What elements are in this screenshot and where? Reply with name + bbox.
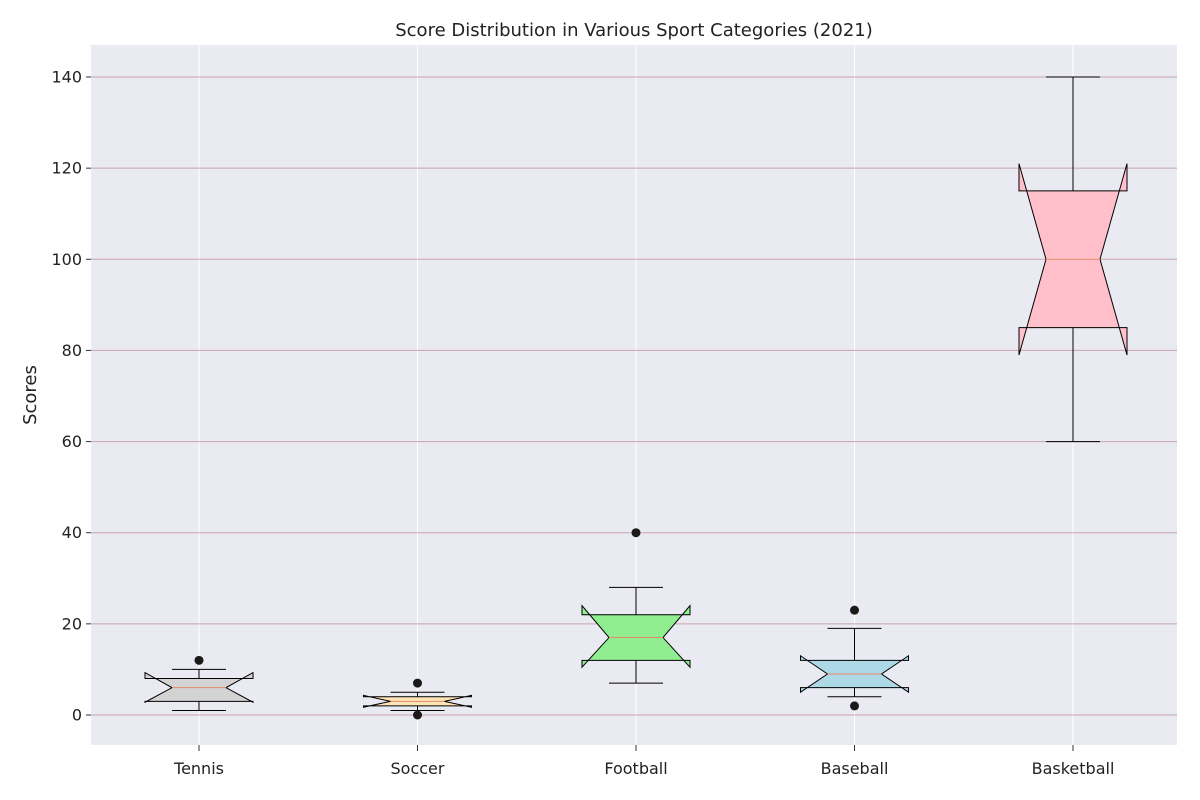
x-tick-label: Baseball (821, 759, 889, 778)
y-tick-label: 40 (62, 523, 82, 542)
y-tick-label: 20 (62, 614, 82, 633)
x-tick-label: Soccer (391, 759, 445, 778)
box-basketball (1018, 76, 1128, 443)
outlier-point (413, 710, 422, 720)
box-football (581, 528, 691, 684)
y-grid (91, 76, 1177, 716)
outlier-point (631, 528, 641, 538)
y-axis-label: Scores (20, 365, 41, 425)
outlier-point (850, 701, 859, 711)
y-tick-label: 80 (62, 341, 82, 360)
x-axis: Tennis Soccer Football Baseball Basketball (173, 745, 1114, 778)
y-tick-label: 100 (51, 250, 82, 269)
outlier-point (850, 605, 859, 615)
box-soccer (363, 678, 472, 720)
x-tick-label: Basketball (1032, 759, 1115, 778)
y-axis: 0 20 40 60 80 100 120 140 (51, 68, 91, 725)
x-tick-label: Tennis (173, 759, 224, 778)
y-tick-label: 0 (72, 706, 82, 725)
box-body (581, 604, 691, 669)
y-tick-label: 60 (62, 432, 82, 451)
y-tick-label: 140 (51, 68, 82, 87)
x-tick-label: Football (604, 759, 667, 778)
box-baseball (800, 605, 909, 711)
outlier-point (194, 655, 204, 665)
outlier-point (413, 678, 422, 688)
box-tennis (144, 655, 254, 711)
boxes (144, 76, 1128, 720)
chart-title: Score Distribution in Various Sport Cate… (395, 20, 873, 41)
y-tick-label: 120 (51, 159, 82, 178)
